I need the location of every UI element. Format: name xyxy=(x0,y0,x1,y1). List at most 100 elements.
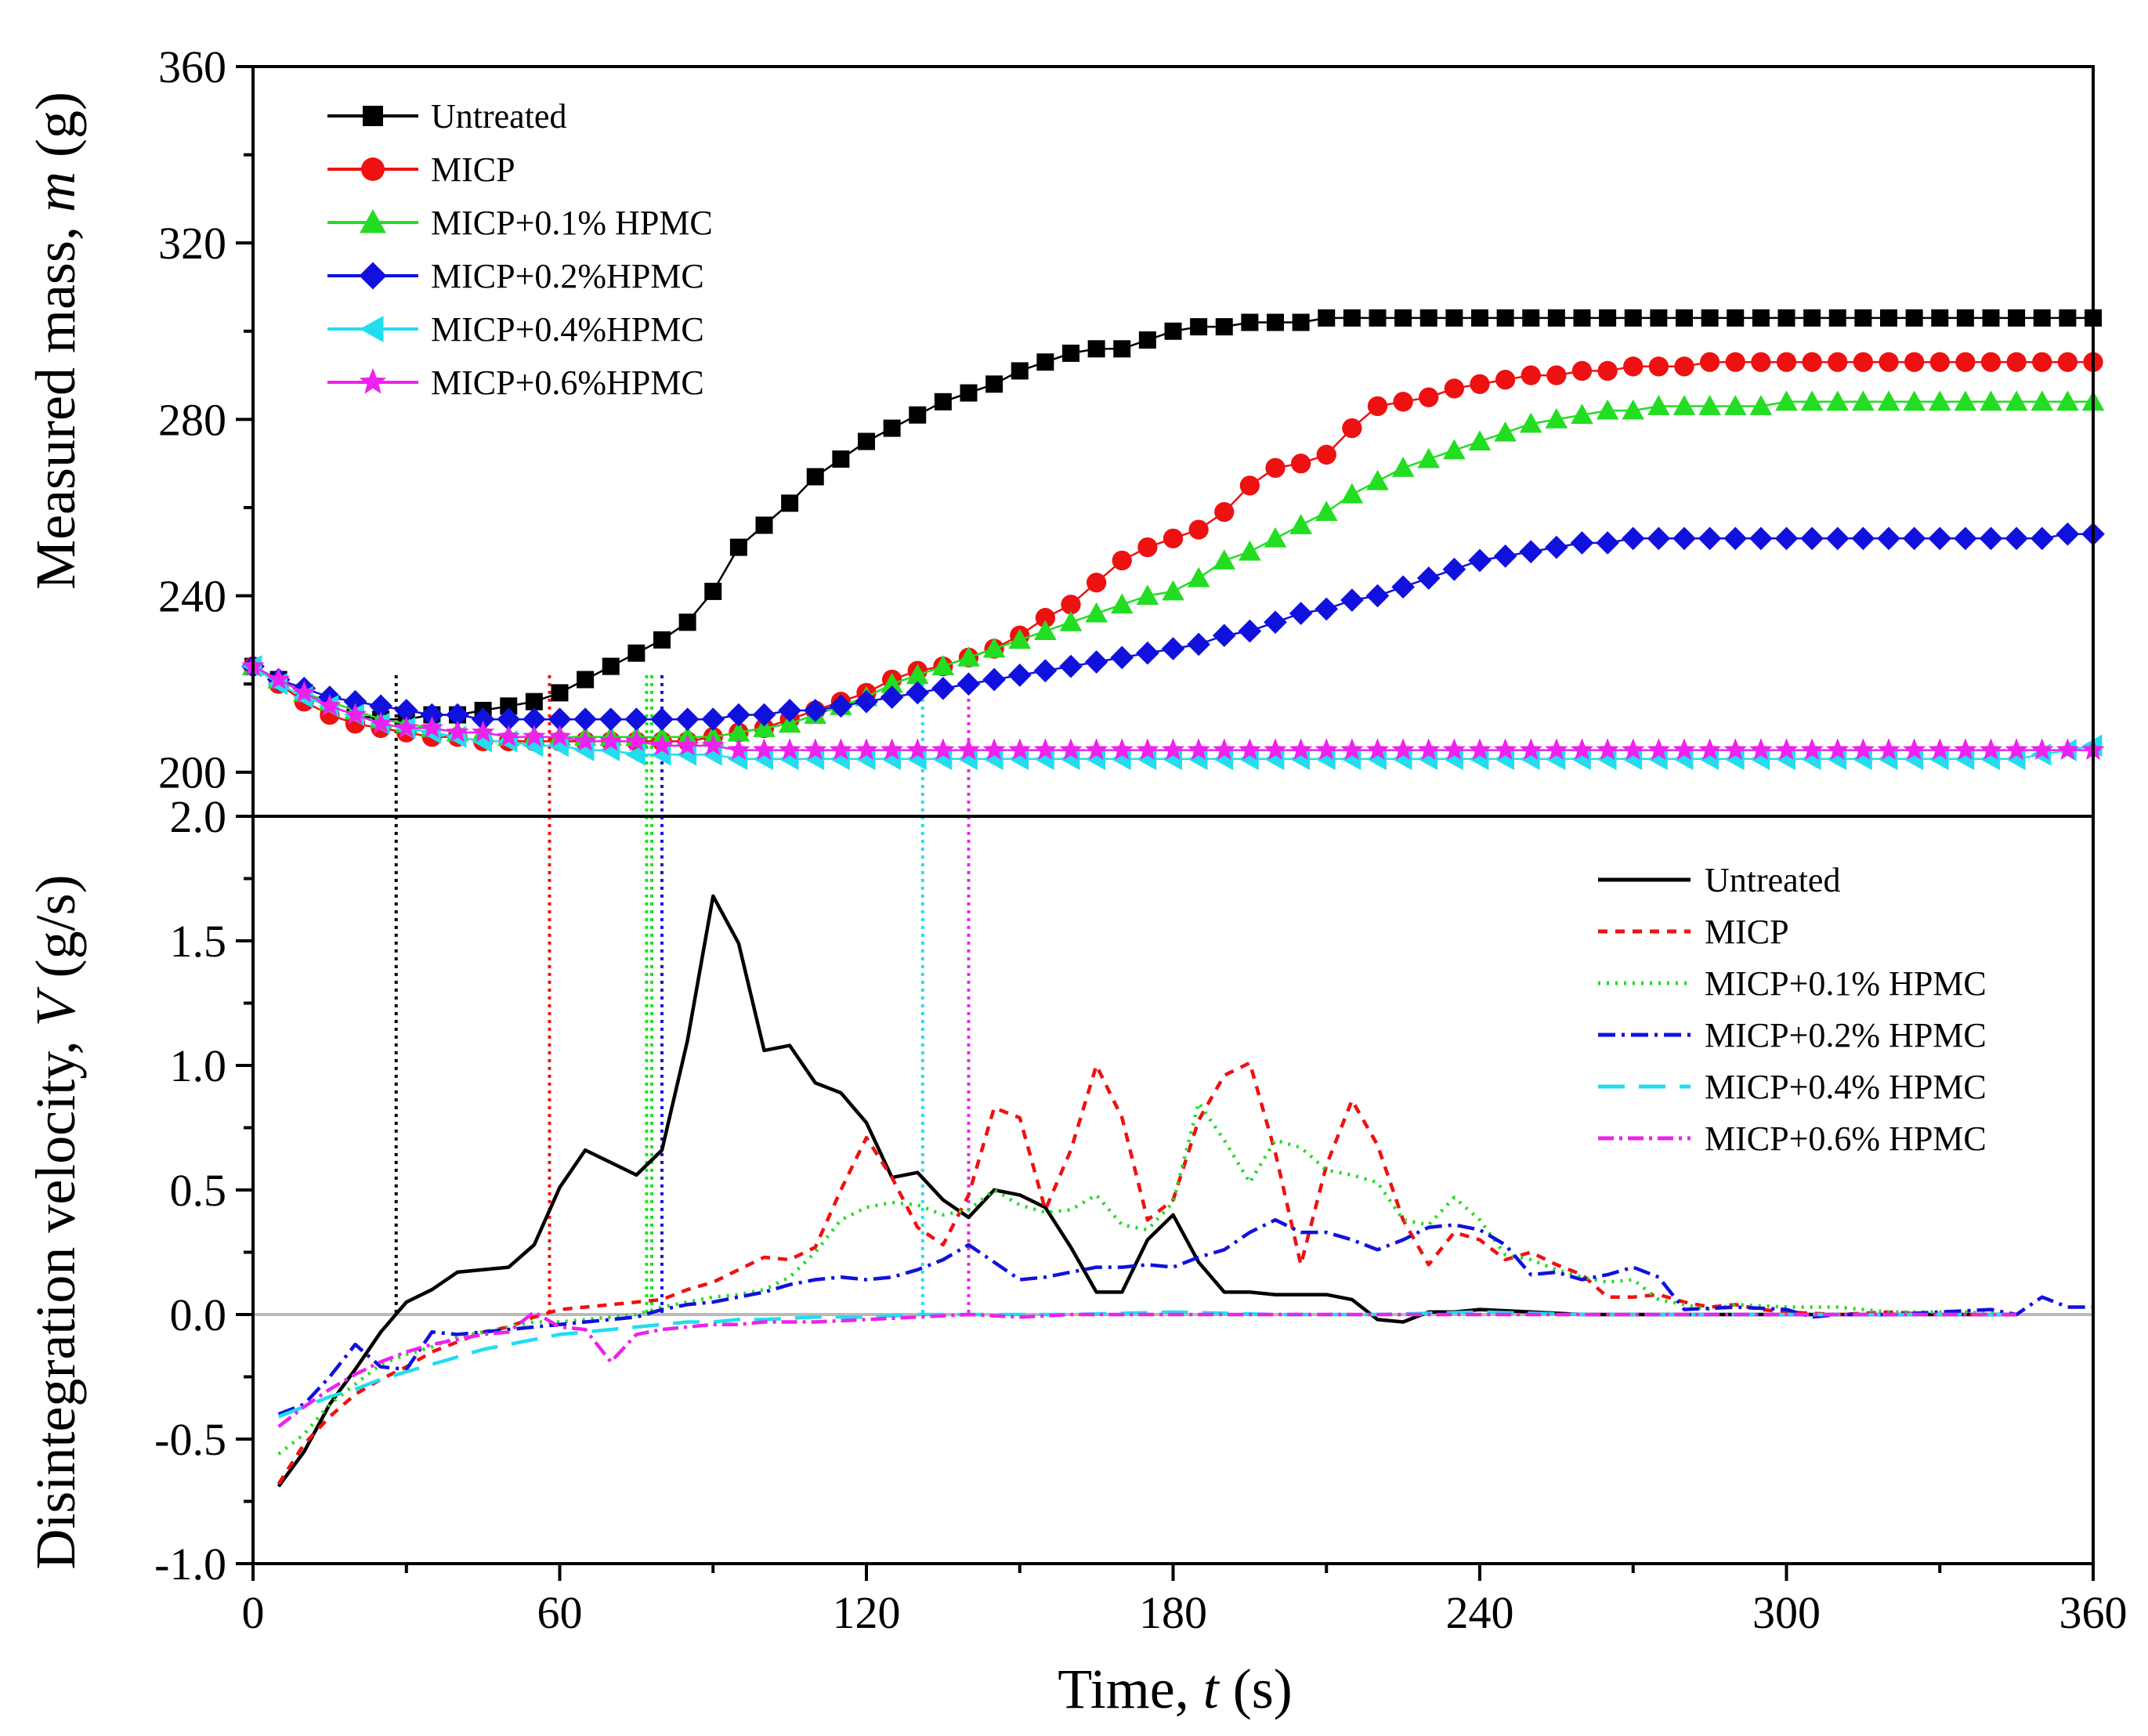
mass-point-micp-0-6-hpmc xyxy=(1570,738,1594,760)
mass-point-micp-0-2-hpmc xyxy=(956,672,981,696)
mass-point-micp-0-1-hpmc xyxy=(727,721,750,742)
mass-point-micp-0-1-hpmc xyxy=(982,637,1006,658)
mass-point-micp xyxy=(1188,519,1209,540)
mass-point-micp-0-1-hpmc xyxy=(1903,390,1926,411)
mass-point-micp-0-6-hpmc xyxy=(1417,738,1441,760)
mass-point-micp-0-6-hpmc xyxy=(906,738,929,760)
axis-ticks: 0 60 120 180 240 300 360 200 240 280 320 360 -1.0 -0.… xyxy=(154,42,2127,1638)
mass-point-micp-0-2-hpmc xyxy=(675,707,700,732)
bottom-y-tick-label: 0.0 xyxy=(170,1289,227,1340)
mass-point-untreated xyxy=(781,494,799,512)
mass-point-micp-0-6-hpmc xyxy=(676,733,700,756)
mass-point-micp xyxy=(1751,352,1771,372)
mass-point-micp-0-2-hpmc xyxy=(446,703,469,727)
mass-point-untreated xyxy=(1777,309,1795,327)
mass-point-micp-0-1-hpmc xyxy=(1647,395,1670,415)
mass-point-micp-0-6-hpmc xyxy=(497,725,520,747)
mass-point-micp xyxy=(1214,501,1235,523)
mass-point-micp-0-1-hpmc xyxy=(881,672,903,693)
mass-point-micp-0-1-hpmc xyxy=(1136,584,1159,605)
mass-point-untreated xyxy=(1190,318,1208,336)
bottom-y-tick-label: 1.0 xyxy=(170,1040,227,1091)
mass-point-untreated xyxy=(1267,313,1284,331)
mass-point-micp-0-6-hpmc xyxy=(1979,738,2003,760)
mass-point-micp-0-1-hpmc xyxy=(1187,566,1210,588)
mass-point-micp-0-6-hpmc xyxy=(1698,738,1722,760)
mass-point-micp-0-1-hpmc xyxy=(1314,501,1338,522)
mass-point-micp-0-6-hpmc xyxy=(446,720,469,743)
mass-point-micp-0-1-hpmc xyxy=(906,664,929,685)
mass-point-micp-0-1-hpmc xyxy=(1775,390,1798,411)
mass-point-micp-0-2-hpmc xyxy=(1212,624,1236,648)
mass-point-untreated xyxy=(806,468,824,486)
mass-point-untreated xyxy=(1931,309,1949,327)
mass-point-micp-0-2-hpmc xyxy=(394,699,418,722)
x-axis-title-prefix: Time, xyxy=(1058,1658,1202,1720)
x-axis-title-unit: (s) xyxy=(1219,1658,1293,1720)
mass-point-micp-0-6-hpmc xyxy=(1647,738,1670,760)
top-legend-label: MICP xyxy=(431,150,515,189)
mass-point-untreated xyxy=(1828,309,1846,327)
mass-point-micp-0-1-hpmc xyxy=(1571,403,1593,425)
mass-point-micp-0-2-hpmc xyxy=(2030,526,2054,551)
mass-point-micp-0-6-hpmc xyxy=(1672,738,1696,760)
mass-point-micp-0-6-hpmc xyxy=(752,738,776,760)
top-y-tick-label: 200 xyxy=(158,747,226,798)
mass-point-untreated xyxy=(960,384,978,402)
mass-point-micp-0-2-hpmc xyxy=(1264,610,1287,635)
mass-point-untreated xyxy=(2008,309,2026,327)
mass-point-micp xyxy=(1495,370,1516,390)
mass-point-micp-0-2-hpmc xyxy=(1596,531,1619,555)
mass-point-micp-0-1-hpmc xyxy=(1928,390,1951,411)
mass-point-micp-0-6-hpmc xyxy=(624,729,648,751)
mass-point-micp-0-6-hpmc xyxy=(573,729,597,751)
mass-point-micp-0-6-hpmc xyxy=(804,738,827,760)
mass-point-micp xyxy=(1239,476,1260,496)
mass-point-micp-0-6-hpmc xyxy=(931,738,955,760)
mass-point-micp xyxy=(1265,458,1286,478)
mass-point-micp-0-1-hpmc xyxy=(778,712,801,733)
top-legend-label: MICP+0.6%HPMC xyxy=(431,363,704,402)
mass-point-untreated xyxy=(1036,353,1054,371)
mass-point-micp-0-1-hpmc xyxy=(1340,483,1364,504)
top-y-tick-label: 360 xyxy=(158,42,226,92)
mass-point-micp-0-6-hpmc xyxy=(1954,738,1977,760)
mass-point-micp-0-1-hpmc xyxy=(1417,447,1441,468)
mass-point-micp-0-6-hpmc xyxy=(1468,738,1492,760)
mass-point-micp-0-2-hpmc xyxy=(1672,526,1696,551)
mass-point-micp-0-2-hpmc xyxy=(1698,526,1722,551)
mass-point-untreated xyxy=(1394,309,1412,327)
mass-point-micp-0-6-hpmc xyxy=(2030,738,2054,760)
mass-point-micp-0-1-hpmc xyxy=(1596,399,1619,420)
x-tick-label: 300 xyxy=(1752,1587,1821,1638)
top-y-tick-label: 240 xyxy=(158,571,226,622)
mass-point-untreated xyxy=(1803,309,1821,327)
mass-point-micp-0-1-hpmc xyxy=(1443,439,1466,460)
mass-point-micp-0-2-hpmc xyxy=(1238,619,1262,643)
mass-point-micp-0-2-hpmc xyxy=(752,703,776,727)
mass-point-untreated xyxy=(577,671,595,689)
mass-point-untreated xyxy=(883,419,901,437)
mass-point-untreated xyxy=(1624,309,1642,327)
mass-point-micp-0-1-hpmc xyxy=(1545,408,1568,429)
mass-point-micp-0-6-hpmc xyxy=(1391,738,1415,760)
mass-point-micp-0-6-hpmc xyxy=(982,738,1006,760)
mass-point-untreated xyxy=(832,450,850,468)
mass-point-micp-0-6-hpmc xyxy=(1596,738,1619,760)
mass-point-micp-0-6-hpmc xyxy=(1136,738,1159,760)
mass-point-untreated xyxy=(1547,309,1565,327)
mass-point-untreated xyxy=(1727,309,1745,327)
mass-point-micp-0-6-hpmc xyxy=(1008,738,1032,760)
mass-point-micp-0-2-hpmc xyxy=(1161,637,1185,660)
mass-point-micp-0-6-hpmc xyxy=(599,729,623,751)
mass-point-micp-0-6-hpmc xyxy=(1800,738,1824,760)
mass-point-micp-0-2-hpmc xyxy=(1647,526,1671,551)
mass-point-micp-0-2-hpmc xyxy=(1979,526,2003,551)
mass-point-micp xyxy=(1853,352,1874,372)
mass-series-micp-0-2-hpmc xyxy=(241,522,2105,732)
top-y-axis-title: Measured mass, m (g) xyxy=(24,92,87,590)
mass-point-micp-0-2-hpmc xyxy=(2005,526,2028,551)
velocity-line-untreated xyxy=(277,894,2017,1488)
bottom-legend-label: MICP+0.6% HPMC xyxy=(1705,1119,1987,1158)
mass-point-micp-0-2-hpmc xyxy=(1723,526,1748,551)
